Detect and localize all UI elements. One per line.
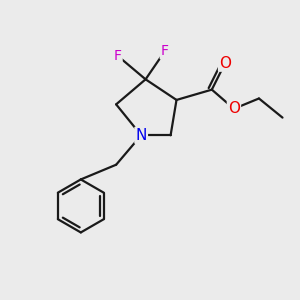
Text: O: O (228, 101, 240, 116)
Text: N: N (136, 128, 147, 143)
Text: O: O (219, 56, 231, 70)
Text: F: F (161, 44, 169, 58)
Text: F: F (114, 49, 122, 63)
